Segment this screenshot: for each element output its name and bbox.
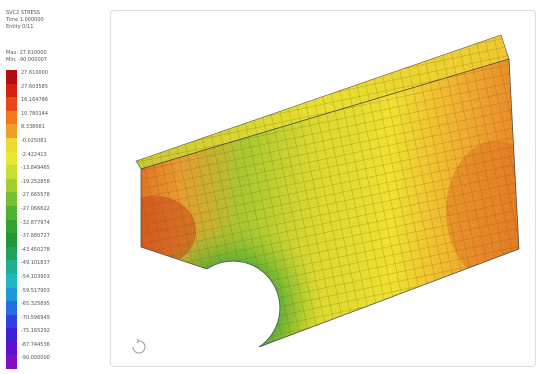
- min-label: Min: -90.000007: [6, 57, 47, 63]
- screenshot: SVC2 STRESS Time 1.000000 Entity 0/11 Ma…: [0, 0, 539, 374]
- legend-label: -43.450278: [21, 247, 50, 253]
- legend-swatch: [6, 315, 17, 329]
- legend-swatch: [6, 138, 17, 152]
- legend-label: -70.596949: [21, 315, 50, 321]
- header-line: Time 1.000000: [6, 17, 44, 23]
- legend-label: 27.603585: [21, 84, 48, 90]
- viewport: [110, 10, 536, 367]
- legend-swatch: [6, 301, 17, 315]
- legend-label: -37.880727: [21, 233, 50, 239]
- model-view: [111, 11, 535, 366]
- legend-swatch: [6, 179, 17, 193]
- legend-label: 16.164786: [21, 97, 48, 103]
- legend-swatch: [6, 111, 17, 125]
- legend-label: -54.103903: [21, 274, 50, 280]
- legend-label: 8.338681: [21, 124, 45, 130]
- legend-label: -27.665578: [21, 192, 50, 198]
- legend-swatch: [6, 70, 17, 84]
- legend-label: -0.025081: [21, 138, 47, 144]
- max-label: Max: 27.610000: [6, 50, 47, 56]
- header-line: SVC2 STRESS: [6, 10, 40, 16]
- legend-label: -87.744536: [21, 342, 50, 348]
- legend-swatch: [6, 233, 17, 247]
- legend-swatch: [6, 274, 17, 288]
- legend-label: -65.325895: [21, 301, 50, 307]
- legend-label: 10.780144: [21, 111, 48, 117]
- legend-label: -59.517903: [21, 288, 50, 294]
- legend-swatch: [6, 165, 17, 179]
- legend-label: -49.101837: [21, 260, 50, 266]
- legend-label: 27.610000: [21, 70, 48, 76]
- legend-label: -27.066622: [21, 206, 50, 212]
- legend-label: -13.849465: [21, 165, 50, 171]
- legend-swatch: [6, 97, 17, 111]
- legend-swatch: [6, 84, 17, 98]
- legend-swatch: [6, 192, 17, 206]
- legend-swatch: [6, 206, 17, 220]
- legend-swatch: [6, 220, 17, 234]
- legend-swatch: [6, 328, 17, 342]
- rotate-icon: [133, 339, 145, 353]
- legend-swatch: [6, 124, 17, 138]
- legend-swatch: [6, 152, 17, 166]
- legend-label: -90.000000: [21, 355, 50, 361]
- legend-label: -32.877974: [21, 220, 50, 226]
- legend-label: -19.252858: [21, 179, 50, 185]
- legend-label: -75.165292: [21, 328, 50, 334]
- header-line: Entity 0/11: [6, 24, 33, 30]
- legend-swatch: [6, 342, 17, 356]
- legend-swatch: [6, 288, 17, 302]
- legend-swatch: [6, 260, 17, 274]
- legend-swatch: [6, 247, 17, 261]
- legend-swatch: [6, 355, 17, 369]
- legend-label: -2.422413: [21, 152, 47, 158]
